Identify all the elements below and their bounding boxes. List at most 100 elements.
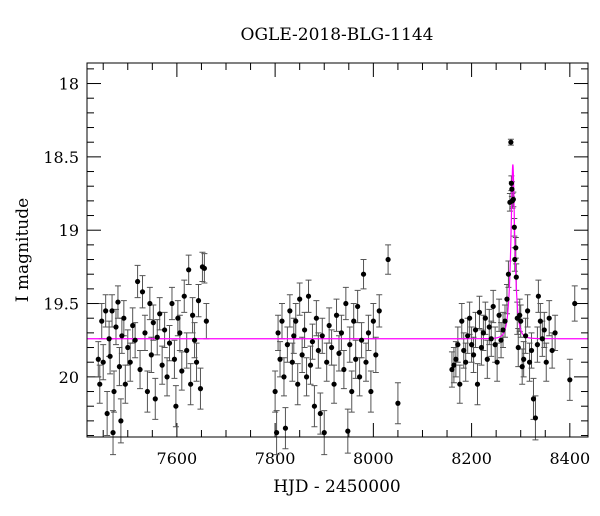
data-point <box>345 428 351 434</box>
data-point <box>317 410 323 417</box>
data-point <box>297 296 303 302</box>
data-point <box>505 271 512 277</box>
data-point <box>333 312 340 318</box>
data-point <box>500 327 506 333</box>
data-point <box>195 298 202 304</box>
data-point <box>461 347 467 354</box>
data-point <box>154 334 160 340</box>
data-point <box>203 318 209 324</box>
data-point <box>152 396 158 402</box>
data-point <box>511 224 517 230</box>
data-point <box>109 308 115 314</box>
data-point <box>385 256 391 263</box>
data-point <box>353 356 359 362</box>
data-point <box>508 139 514 145</box>
data-point <box>289 359 295 365</box>
data-point <box>341 366 347 373</box>
data-point <box>111 388 117 395</box>
data-point <box>357 374 363 380</box>
data-point <box>486 324 492 330</box>
data-point <box>175 315 181 321</box>
data-point <box>177 330 183 336</box>
data-point <box>275 330 281 336</box>
data-point <box>453 356 459 362</box>
data-point <box>518 318 524 324</box>
data-point <box>309 339 316 345</box>
data-point <box>395 400 401 406</box>
data-point <box>110 430 116 436</box>
data-point <box>116 364 123 370</box>
y-axis-label: I magnitude <box>13 198 33 302</box>
data-point <box>541 327 547 333</box>
data-point <box>321 430 327 436</box>
data-point <box>463 359 469 365</box>
data-point <box>347 342 353 348</box>
data-point <box>305 293 312 299</box>
data-point <box>336 350 342 356</box>
data-point <box>490 303 496 310</box>
data-point <box>281 374 287 380</box>
data-point <box>113 324 119 330</box>
data-point <box>476 309 483 315</box>
data-point <box>451 362 457 368</box>
data-points <box>95 139 578 436</box>
data-point <box>478 344 485 351</box>
data-point <box>284 342 290 348</box>
data-point <box>127 359 133 365</box>
data-point <box>496 312 502 318</box>
data-point <box>191 337 198 343</box>
x-tick-label: 8000 <box>353 449 394 468</box>
data-point <box>512 256 518 263</box>
data-point <box>179 368 185 374</box>
data-point <box>315 347 321 354</box>
data-point <box>482 315 488 321</box>
data-point <box>159 362 165 368</box>
data-point <box>139 289 146 295</box>
data-point <box>459 318 465 324</box>
x-tick-label: 8400 <box>549 449 590 468</box>
data-point <box>474 381 481 387</box>
data-point <box>272 388 278 395</box>
data-point <box>376 308 382 314</box>
data-point <box>523 333 529 339</box>
data-point <box>201 265 207 271</box>
error-bars <box>95 138 578 456</box>
data-point <box>467 315 473 321</box>
data-point <box>528 347 535 354</box>
data-point <box>549 347 555 354</box>
data-point <box>349 388 355 395</box>
data-point <box>519 364 525 370</box>
data-point <box>157 311 163 317</box>
data-point <box>115 299 121 305</box>
data-point <box>173 403 179 409</box>
data-point <box>121 315 127 321</box>
data-point <box>147 300 153 307</box>
data-point <box>282 425 289 431</box>
data-point <box>106 336 112 342</box>
axis-ticks: 7600 7800 8000 8200 8400 18 18.5 19 19.5 20 <box>43 63 590 468</box>
data-point <box>137 366 143 373</box>
data-point <box>118 418 124 424</box>
data-point <box>100 359 106 365</box>
data-point <box>532 415 539 421</box>
y-tick-label: 19 <box>59 221 79 240</box>
data-point <box>449 366 455 373</box>
data-point <box>455 342 461 348</box>
data-point <box>293 318 299 324</box>
data-point <box>365 330 372 336</box>
data-point <box>567 377 573 383</box>
data-point <box>142 330 148 336</box>
data-point <box>295 381 301 387</box>
x-tick-label: 7800 <box>255 449 296 468</box>
data-point <box>303 374 310 380</box>
data-point <box>181 293 187 299</box>
data-point <box>510 196 516 202</box>
data-point <box>488 336 494 342</box>
data-point <box>162 327 168 333</box>
data-point <box>190 312 196 318</box>
data-point <box>104 410 110 417</box>
data-point <box>301 327 308 333</box>
data-point <box>468 342 475 348</box>
data-point <box>319 333 325 339</box>
data-point <box>457 381 463 387</box>
